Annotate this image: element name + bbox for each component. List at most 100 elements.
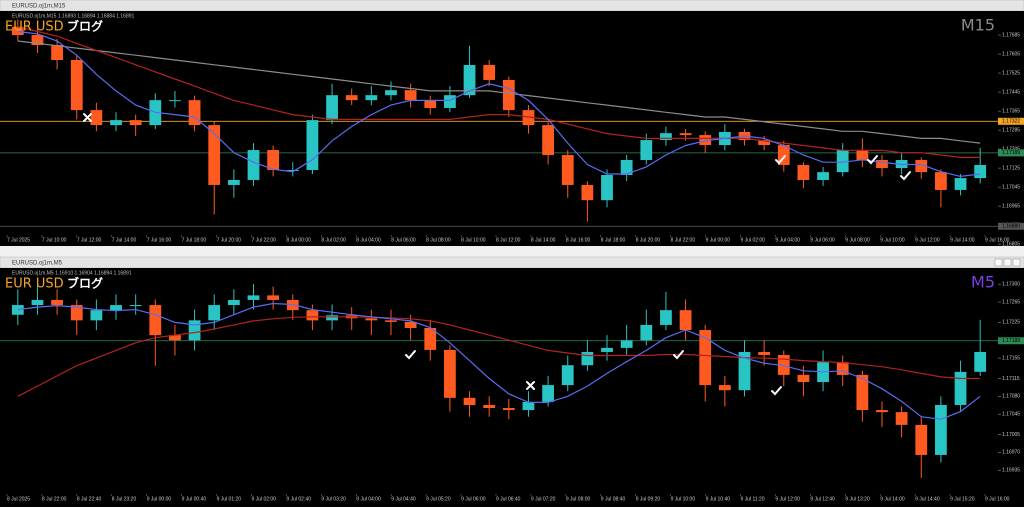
time-label: 8 Jul 20:00 bbox=[636, 237, 661, 243]
price-tick-label: 1.16965 bbox=[1002, 203, 1020, 209]
price-tick-label: 1.16805 bbox=[1002, 241, 1020, 247]
price-tick-label: 1.17605 bbox=[1002, 51, 1020, 57]
time-label: 9 Jul 04:00 bbox=[775, 237, 800, 243]
price-tick-label: 1.16970 bbox=[1002, 450, 1020, 456]
time-label: 9 Jul 08:00 bbox=[845, 237, 870, 243]
candle-body bbox=[817, 172, 829, 180]
candle-body bbox=[876, 410, 888, 413]
candle-body bbox=[463, 397, 476, 405]
candle-body bbox=[90, 110, 103, 126]
time-label: 9 Jul 09:20 bbox=[636, 496, 661, 502]
symbol-info: EURUSD.oj1m,M5 1.16910 1.16904 1.16894 1… bbox=[12, 270, 132, 276]
candle-body bbox=[876, 160, 888, 169]
moving-average bbox=[17, 302, 981, 420]
candle-body bbox=[424, 328, 437, 350]
check-mark bbox=[771, 386, 782, 396]
title-bar bbox=[0, 256, 1024, 269]
time-label: 7 Jul 14:00 bbox=[112, 237, 137, 243]
time-label: 9 Jul 14:40 bbox=[915, 496, 940, 502]
price-tick-label: 1.17525 bbox=[1002, 70, 1020, 76]
candle-body bbox=[895, 412, 908, 425]
candle-body bbox=[247, 150, 260, 180]
candle-body bbox=[561, 155, 574, 185]
candle-body bbox=[797, 165, 810, 180]
candle-body bbox=[483, 404, 496, 409]
cross-mark bbox=[83, 113, 92, 122]
candle-body bbox=[679, 310, 692, 331]
candle-body bbox=[51, 299, 63, 306]
chart-area bbox=[0, 11, 1024, 246]
timeframe-label: M15 bbox=[961, 16, 995, 35]
price-tick-label: 1.17045 bbox=[1002, 184, 1020, 190]
window-button[interactable] bbox=[994, 258, 1003, 267]
candle-body bbox=[306, 120, 319, 170]
candle-body bbox=[758, 140, 771, 146]
moving-average bbox=[17, 30, 981, 178]
time-label: 9 Jul 06:40 bbox=[496, 496, 521, 502]
time-label: 8 Jul 00:00 bbox=[286, 237, 311, 243]
candle-body bbox=[836, 150, 849, 173]
candle-body bbox=[444, 349, 456, 398]
window-button[interactable] bbox=[1012, 258, 1021, 267]
time-label: 9 Jul 16:00 bbox=[985, 237, 1010, 243]
time-label: 9 Jul 06:00 bbox=[810, 237, 835, 243]
price-tick-label: 1.16935 bbox=[1002, 468, 1020, 474]
candle-body bbox=[522, 401, 535, 411]
chart-window: EURUSD.oj1m,M5 EURUSD.oj1m,M5 1.16910 1.1… bbox=[0, 256, 1024, 507]
candle-body bbox=[208, 125, 221, 185]
candle-body bbox=[188, 100, 201, 126]
window-title: EURUSD.oj1m,M5 bbox=[12, 261, 63, 267]
window-button[interactable] bbox=[1003, 258, 1012, 267]
candle-body bbox=[856, 374, 869, 411]
candle-body bbox=[581, 351, 594, 366]
price-line-label: 1.17189 bbox=[1002, 338, 1020, 344]
time-label: 8 Jul 23:20 bbox=[112, 496, 137, 502]
pair-label: EUR USD bbox=[5, 20, 64, 35]
candle-body bbox=[640, 324, 653, 341]
time-label: 9 Jul 07:20 bbox=[531, 496, 556, 502]
price-tick-label: 1.17285 bbox=[1002, 127, 1020, 133]
candle-body bbox=[640, 140, 653, 161]
candle-body bbox=[129, 120, 142, 126]
time-label: 8 Jul 22:00 bbox=[42, 496, 67, 502]
time-label: 8 Jul 2025 bbox=[7, 496, 30, 502]
candle-body bbox=[404, 90, 417, 101]
candle-body bbox=[345, 95, 358, 101]
candle-body bbox=[11, 305, 24, 315]
candle-body bbox=[306, 310, 319, 321]
candle-body bbox=[620, 160, 633, 175]
time-label: 9 Jul 15:20 bbox=[950, 496, 975, 502]
candle-body bbox=[738, 351, 751, 391]
candle-body bbox=[286, 169, 299, 171]
candle-body bbox=[267, 150, 280, 170]
check-mark bbox=[900, 171, 911, 181]
candle-body bbox=[385, 90, 397, 96]
price-tick-label: 1.17155 bbox=[1002, 355, 1020, 361]
time-label: 9 Jul 02:40 bbox=[286, 496, 311, 502]
price-tick-label: 1.17005 bbox=[1002, 432, 1020, 438]
price-line-tag bbox=[998, 117, 1024, 125]
time-label: 7 Jul 18:00 bbox=[182, 237, 207, 243]
time-label: 9 Jul 14:00 bbox=[950, 237, 975, 243]
pair-label: EUR USD bbox=[5, 277, 64, 292]
time-label: 8 Jul 10:00 bbox=[461, 237, 486, 243]
candle-body bbox=[581, 184, 594, 201]
candle-body bbox=[70, 60, 83, 111]
time-label: 9 Jul 05:20 bbox=[426, 496, 451, 502]
candle-body bbox=[601, 174, 613, 201]
price-line-tag bbox=[998, 222, 1024, 230]
check-mark bbox=[405, 350, 416, 360]
time-label: 9 Jul 10:40 bbox=[706, 496, 731, 502]
candle-body bbox=[856, 150, 869, 161]
candle-body bbox=[718, 385, 731, 391]
candle-body bbox=[601, 347, 613, 352]
time-label: 9 Jul 12:00 bbox=[775, 496, 800, 502]
candle-body bbox=[561, 365, 574, 386]
candle-body bbox=[699, 330, 712, 386]
candle-body bbox=[935, 172, 947, 190]
candle-body bbox=[51, 45, 63, 60]
candle-body bbox=[129, 305, 142, 307]
time-label: 9 Jul 00:00 bbox=[706, 237, 731, 243]
